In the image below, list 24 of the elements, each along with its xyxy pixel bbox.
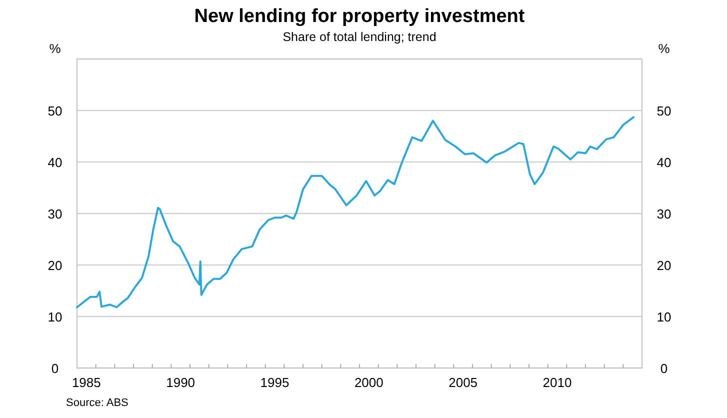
y-tick-label: 0 [51, 361, 59, 376]
x-tick-label: 1985 [72, 375, 101, 390]
x-tick-label: 1990 [166, 375, 196, 390]
x-tick-label: 2000 [354, 375, 384, 390]
x-tick-label: 2005 [448, 375, 478, 390]
y-tick-label: 50 [48, 104, 62, 118]
chart-title: New lending for property investment [194, 6, 526, 27]
y2-tick-label: 30 [656, 206, 672, 222]
y2-tick-label: 20 [656, 258, 672, 273]
y2-tick-label: 40 [656, 155, 672, 170]
chart-subtitle: Share of total lending; trend [282, 30, 436, 44]
line-series [76, 116, 635, 308]
y2-tick-label: 10 [656, 310, 672, 324]
y-tick-label: 20 [48, 258, 62, 273]
y2-axis-title: % [658, 41, 670, 56]
x-tick-label: 1995 [260, 375, 290, 390]
y-tick-label: 10 [48, 310, 62, 324]
x-tick-label: 2010 [542, 375, 572, 390]
y-axis-title: % [49, 41, 62, 56]
y-tick-label: 40 [48, 155, 62, 170]
y2-tick-label: 0 [660, 361, 668, 376]
y-tick-label: 30 [48, 206, 62, 222]
source-note: Source: ABS [66, 397, 128, 409]
y2-tick-label: 50 [656, 104, 672, 118]
